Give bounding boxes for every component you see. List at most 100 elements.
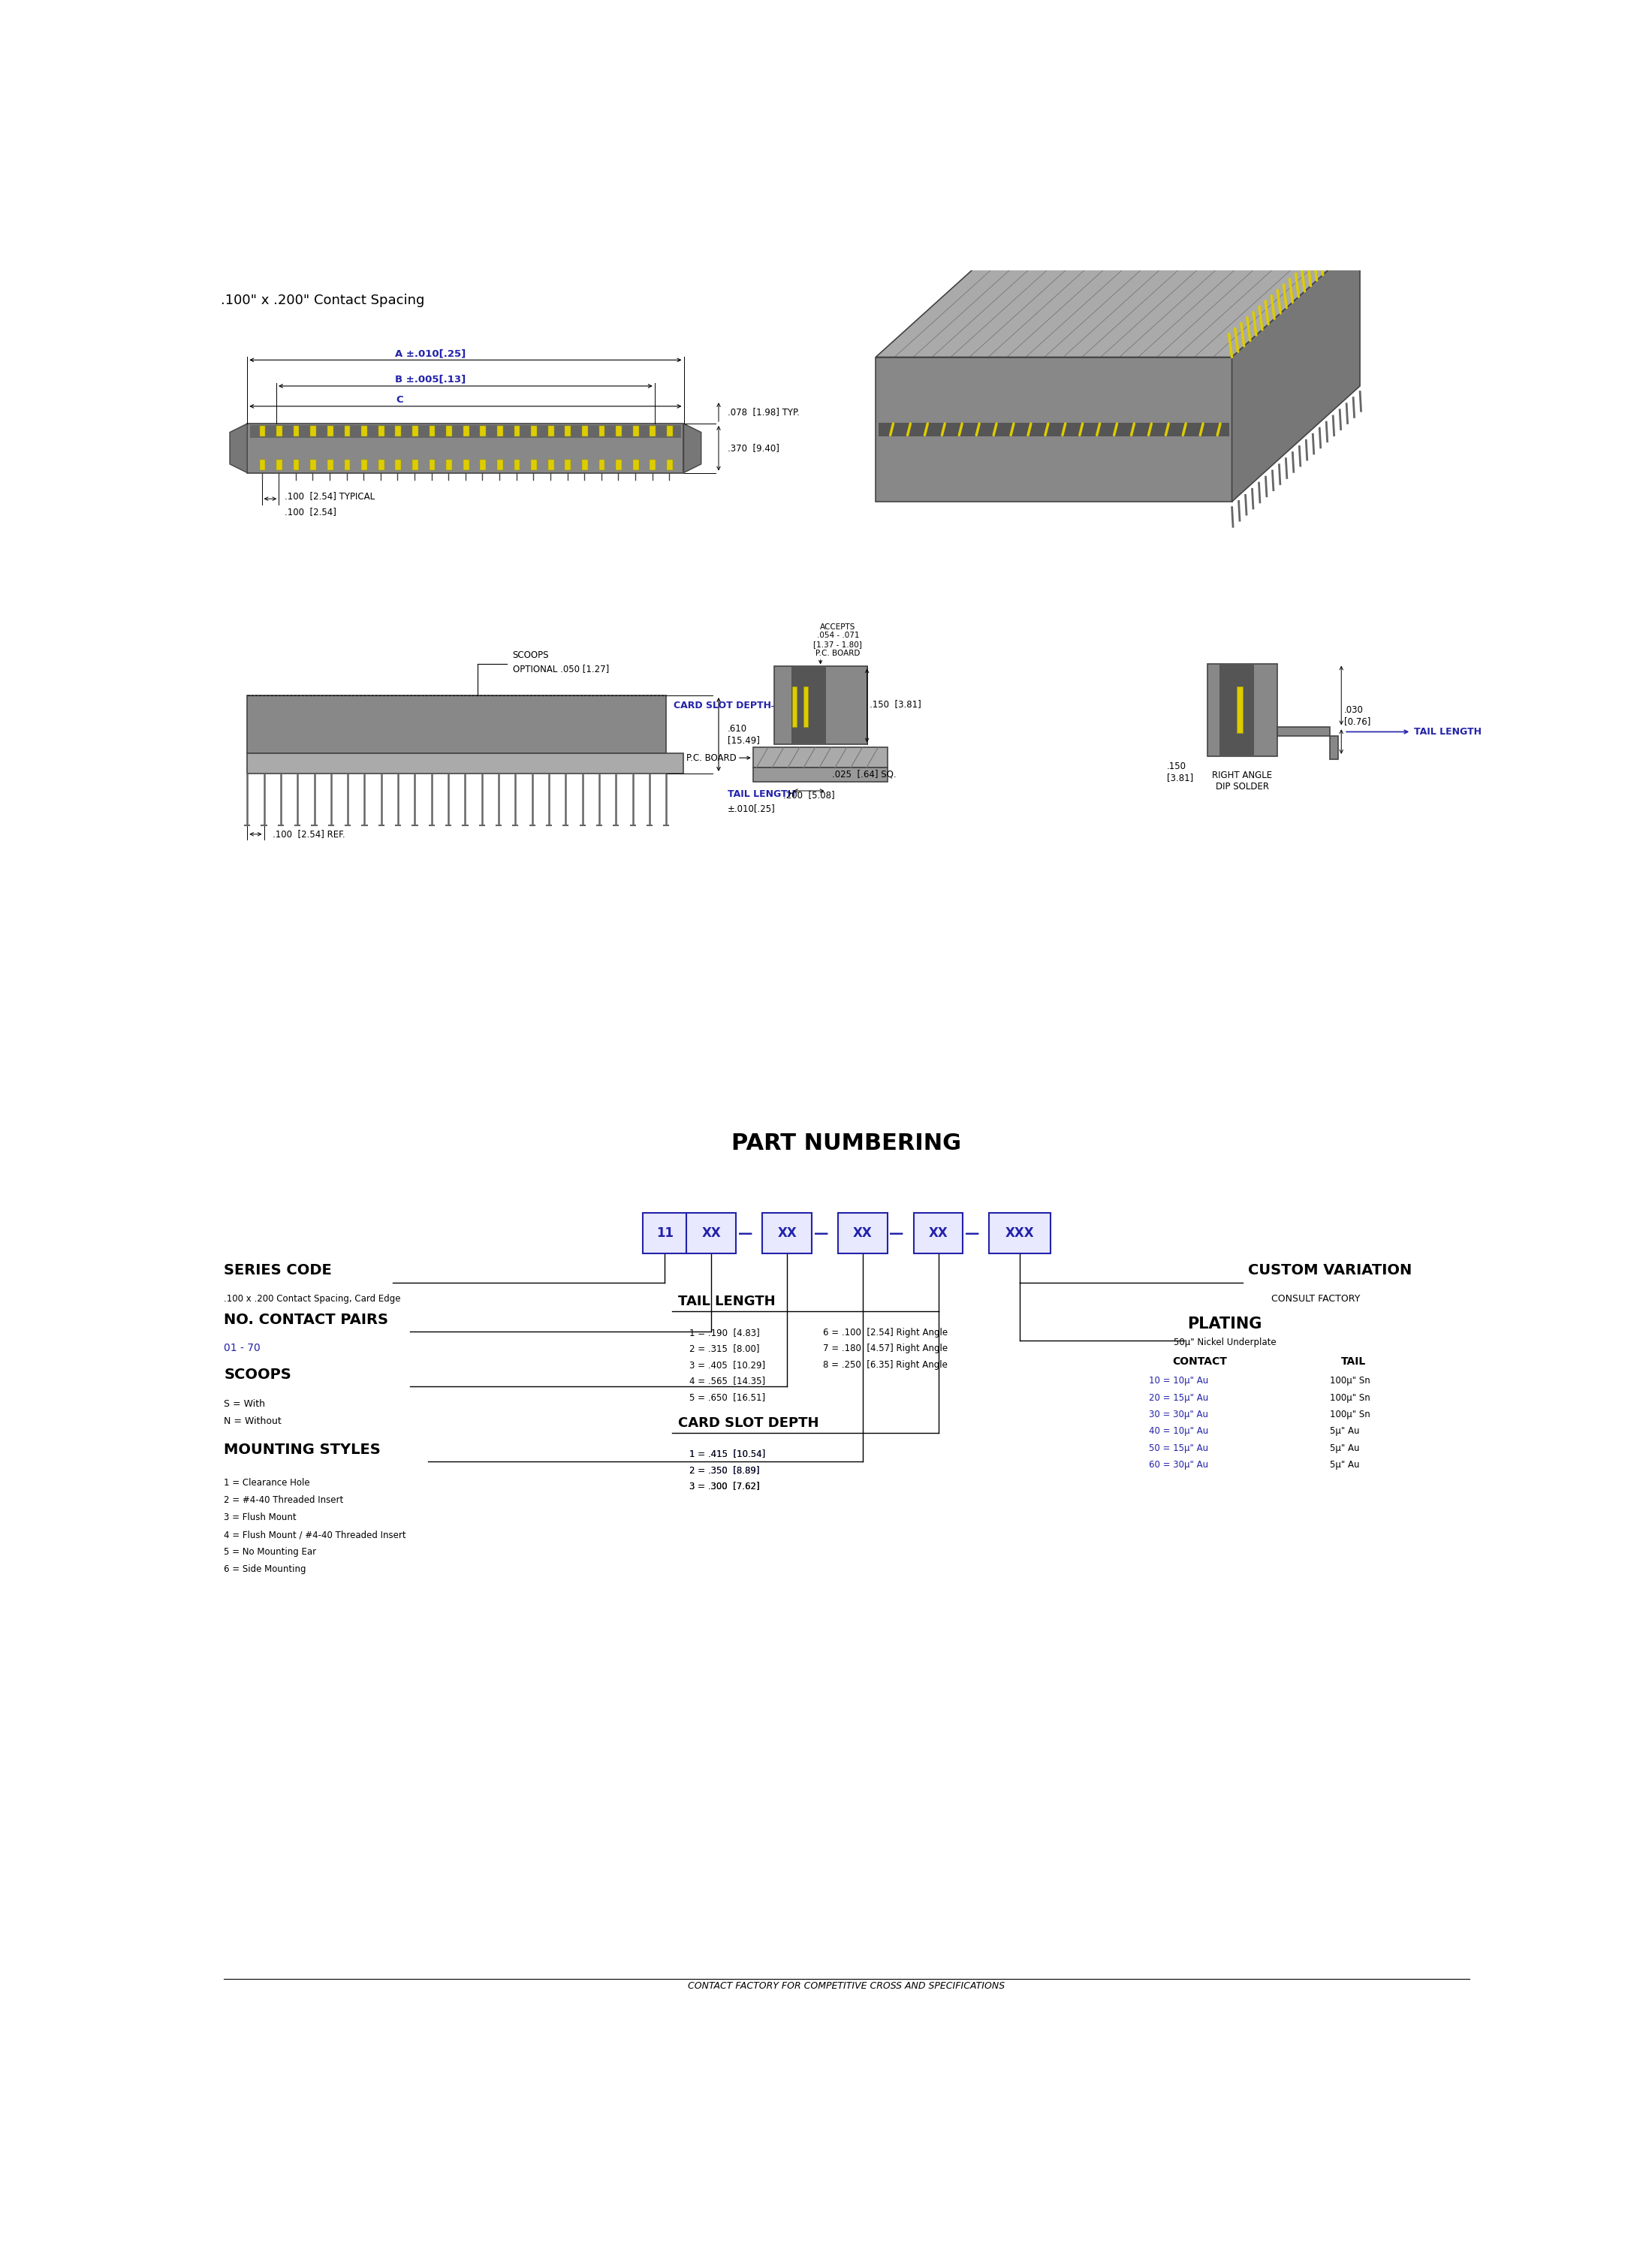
Text: 10 = 10μ" Au: 10 = 10μ" Au — [1150, 1377, 1209, 1386]
Text: CONSULT FACTORY: CONSULT FACTORY — [1272, 1293, 1360, 1304]
Text: 4 = Flush Mount / #4-40 Threaded Insert: 4 = Flush Mount / #4-40 Threaded Insert — [225, 1530, 406, 1539]
Text: 6 = Side Mounting: 6 = Side Mounting — [225, 1564, 306, 1575]
Text: 60 = 30μ" Au: 60 = 30μ" Au — [1150, 1460, 1209, 1469]
Bar — [548, 460, 553, 471]
Text: 5 = No Mounting Ear: 5 = No Mounting Ear — [225, 1548, 317, 1557]
Text: TAIL LENGTH: TAIL LENGTH — [677, 1295, 775, 1309]
FancyBboxPatch shape — [990, 1212, 1051, 1253]
Text: .030
[0.76]: .030 [0.76] — [1345, 705, 1371, 725]
Text: 1 = .415  [10.54]: 1 = .415 [10.54] — [689, 1449, 765, 1458]
Text: 2 = .315  [8.00]: 2 = .315 [8.00] — [689, 1343, 760, 1354]
Text: 11: 11 — [656, 1226, 674, 1239]
Text: TAIL: TAIL — [1341, 1356, 1366, 1368]
Bar — [344, 460, 350, 471]
Text: TAIL LENGTH: TAIL LENGTH — [1414, 728, 1482, 737]
Bar — [481, 460, 486, 471]
Bar — [616, 460, 621, 471]
Text: N = Without: N = Without — [225, 1417, 281, 1426]
Bar — [248, 696, 666, 753]
Text: S = With: S = With — [225, 1399, 266, 1408]
Text: RIGHT ANGLE
DIP SOLDER: RIGHT ANGLE DIP SOLDER — [1213, 771, 1272, 791]
Bar — [565, 426, 572, 437]
Text: 5 = .650  [16.51]: 5 = .650 [16.51] — [689, 1392, 765, 1401]
Bar — [327, 460, 334, 471]
Bar — [548, 426, 553, 437]
Text: 30 = 30μ" Au: 30 = 30μ" Au — [1150, 1410, 1209, 1419]
Bar — [430, 460, 434, 471]
Bar — [667, 460, 672, 471]
Bar — [1330, 737, 1338, 759]
Bar — [565, 460, 572, 471]
Text: A ±.010[.25]: A ±.010[.25] — [395, 349, 466, 358]
Text: OPTIONAL .050 [1.27]: OPTIONAL .050 [1.27] — [512, 665, 610, 674]
Text: P.C. BOARD: P.C. BOARD — [686, 753, 737, 764]
Text: 4 = .565  [14.35]: 4 = .565 [14.35] — [689, 1377, 765, 1386]
Polygon shape — [876, 356, 1232, 502]
Bar — [413, 426, 418, 437]
Bar — [395, 460, 401, 471]
Text: 100μ" Sn: 100μ" Sn — [1330, 1410, 1370, 1419]
Bar — [446, 426, 453, 437]
Text: CONTACT FACTORY FOR COMPETITIVE CROSS AND SPECIFICATIONS: CONTACT FACTORY FOR COMPETITIVE CROSS AN… — [689, 1980, 1004, 1992]
Text: MOUNTING STYLES: MOUNTING STYLES — [225, 1442, 380, 1458]
Bar — [378, 460, 385, 471]
Text: XXX: XXX — [1006, 1226, 1034, 1239]
Text: 7 = .180  [4.57] Right Angle: 7 = .180 [4.57] Right Angle — [823, 1343, 948, 1354]
Text: ±.010[.25]: ±.010[.25] — [727, 804, 775, 813]
Bar — [276, 460, 282, 471]
Text: 3 = .405  [10.29]: 3 = .405 [10.29] — [689, 1361, 765, 1370]
Bar — [413, 460, 418, 471]
Bar — [582, 460, 588, 471]
Text: 50 = 15μ" Au: 50 = 15μ" Au — [1150, 1444, 1209, 1453]
Bar — [446, 460, 453, 471]
Bar — [514, 460, 520, 471]
Text: SCOOPS: SCOOPS — [225, 1368, 291, 1381]
Text: B ±.005[.13]: B ±.005[.13] — [395, 374, 466, 385]
Text: .100 x .200 Contact Spacing, Card Edge: .100 x .200 Contact Spacing, Card Edge — [225, 1293, 401, 1304]
FancyBboxPatch shape — [687, 1212, 737, 1253]
Bar — [600, 426, 605, 437]
Text: 8 = .250  [6.35] Right Angle: 8 = .250 [6.35] Right Angle — [823, 1361, 948, 1370]
Bar — [311, 426, 316, 437]
Text: 1 = .415  [10.54]: 1 = .415 [10.54] — [689, 1449, 765, 1458]
Text: 40 = 10μ" Au: 40 = 10μ" Au — [1150, 1426, 1209, 1435]
Bar — [649, 426, 656, 437]
Bar — [395, 426, 401, 437]
Polygon shape — [876, 241, 1360, 356]
Text: 1 = .190  [4.83]: 1 = .190 [4.83] — [689, 1327, 760, 1338]
Text: .100  [2.54] REF.: .100 [2.54] REF. — [273, 829, 345, 838]
Text: —: — — [965, 1226, 980, 1241]
Text: .150
[3.81]: .150 [3.81] — [1166, 762, 1193, 784]
Bar — [344, 426, 350, 437]
Text: SCOOPS: SCOOPS — [512, 651, 548, 660]
Bar — [753, 768, 887, 782]
Bar — [616, 426, 621, 437]
Bar — [294, 426, 299, 437]
Text: SERIES CODE: SERIES CODE — [225, 1264, 332, 1277]
Bar — [248, 424, 684, 473]
Bar — [1277, 728, 1330, 737]
Bar — [791, 687, 796, 728]
Bar — [514, 426, 520, 437]
Text: 20 = 15μ" Au: 20 = 15μ" Au — [1150, 1392, 1209, 1404]
Text: XX: XX — [702, 1226, 720, 1239]
FancyBboxPatch shape — [762, 1212, 811, 1253]
FancyBboxPatch shape — [838, 1212, 887, 1253]
Bar — [773, 667, 867, 743]
FancyBboxPatch shape — [643, 1212, 687, 1253]
Bar — [791, 667, 826, 743]
Text: 5μ" Au: 5μ" Au — [1330, 1426, 1360, 1435]
Bar — [497, 460, 502, 471]
Bar — [633, 460, 639, 471]
Bar — [463, 426, 469, 437]
Text: .100" x .200" Contact Spacing: .100" x .200" Contact Spacing — [221, 293, 425, 306]
Bar — [497, 426, 502, 437]
Text: CARD SLOT DEPTH: CARD SLOT DEPTH — [674, 701, 771, 710]
Text: .610
[15.49]: .610 [15.49] — [727, 723, 760, 746]
Bar — [530, 426, 537, 437]
Text: CONTACT: CONTACT — [1173, 1356, 1227, 1368]
Bar — [481, 426, 486, 437]
Text: .025  [.64] SQ.: .025 [.64] SQ. — [833, 771, 897, 780]
Text: 1 = Clearance Hole: 1 = Clearance Hole — [225, 1478, 311, 1487]
Bar — [1219, 665, 1254, 757]
